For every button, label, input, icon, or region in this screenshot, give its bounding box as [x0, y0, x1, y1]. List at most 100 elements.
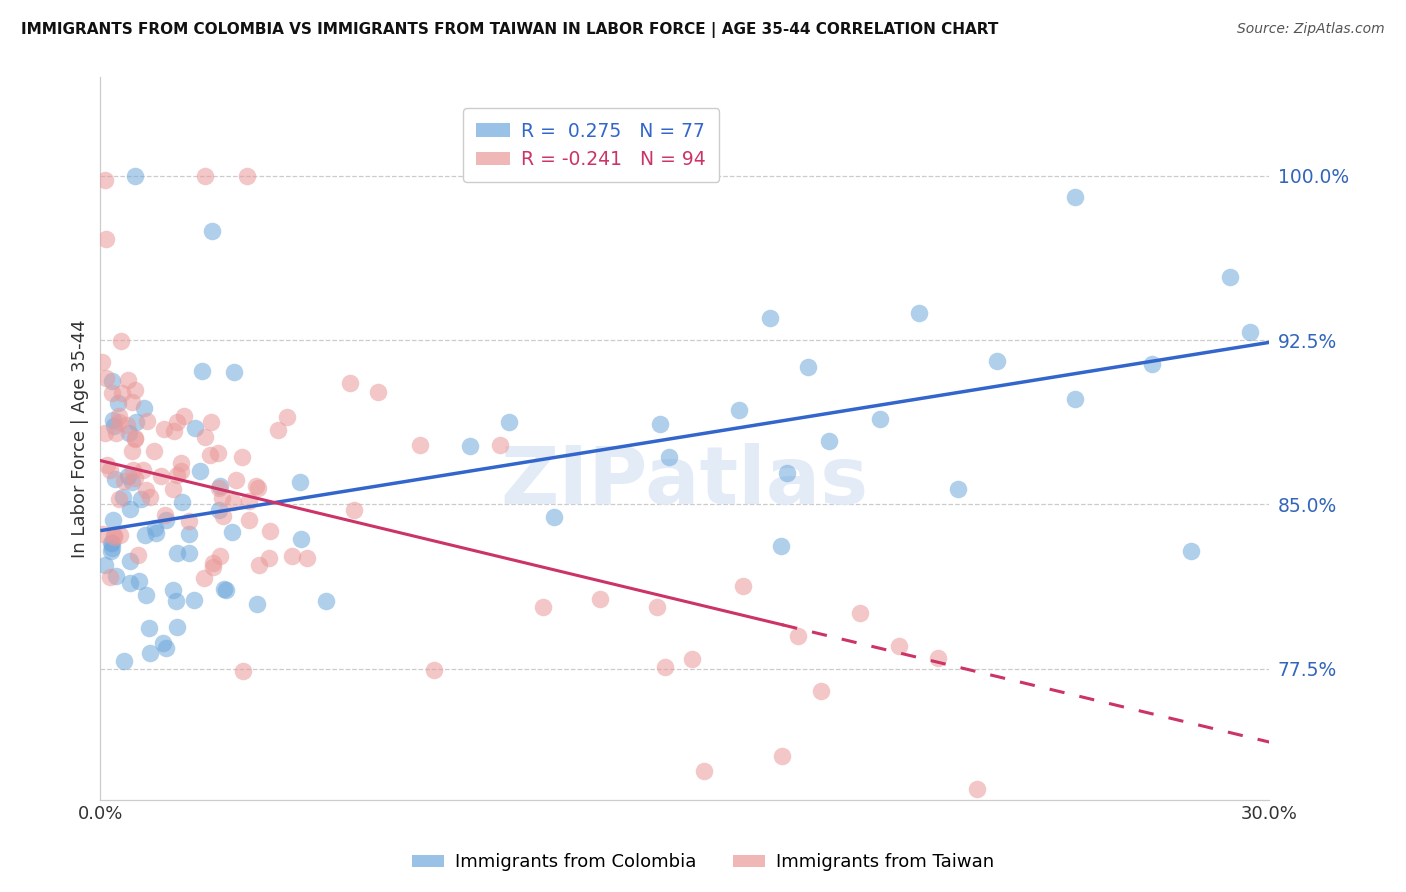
- Point: [132, 463, 155, 477]
- Point: [1142, 357, 1164, 371]
- Point: [658, 450, 681, 464]
- Point: [124, 431, 146, 445]
- Point: [170, 464, 193, 478]
- Point: [173, 409, 195, 424]
- Point: [138, 620, 160, 634]
- Text: ZIPatlas: ZIPatlas: [501, 443, 869, 521]
- Point: [104, 569, 127, 583]
- Point: [139, 490, 162, 504]
- Point: [135, 589, 157, 603]
- Point: [208, 481, 231, 495]
- Point: [117, 417, 139, 432]
- Point: [966, 782, 988, 797]
- Point: [169, 456, 191, 470]
- Point: [103, 527, 125, 541]
- Point: [276, 409, 298, 424]
- Point: [208, 503, 231, 517]
- Point: [201, 224, 224, 238]
- Point: [543, 510, 565, 524]
- Point: [647, 600, 669, 615]
- Point: [103, 531, 125, 545]
- Point: [135, 483, 157, 498]
- Point: [105, 426, 128, 441]
- Point: [986, 353, 1008, 368]
- Point: [128, 574, 150, 588]
- Point: [693, 764, 716, 779]
- Point: [184, 420, 207, 434]
- Point: [232, 664, 254, 678]
- Point: [190, 364, 212, 378]
- Point: [112, 654, 135, 668]
- Point: [759, 311, 782, 326]
- Point: [179, 514, 201, 528]
- Point: [108, 409, 131, 423]
- Point: [208, 549, 231, 563]
- Point: [121, 394, 143, 409]
- Point: [810, 684, 832, 698]
- Point: [166, 467, 188, 482]
- Point: [869, 411, 891, 425]
- Point: [139, 647, 162, 661]
- Point: [211, 491, 233, 506]
- Point: [162, 582, 184, 597]
- Point: [207, 446, 229, 460]
- Point: [120, 501, 142, 516]
- Point: [100, 374, 122, 388]
- Point: [143, 444, 166, 458]
- Point: [94, 371, 117, 385]
- Point: [111, 491, 134, 505]
- Point: [108, 491, 131, 506]
- Point: [108, 415, 131, 429]
- Point: [155, 513, 177, 527]
- Point: [101, 413, 124, 427]
- Point: [458, 439, 481, 453]
- Point: [367, 384, 389, 399]
- Point: [770, 539, 793, 553]
- Point: [531, 599, 554, 614]
- Point: [288, 475, 311, 489]
- Point: [654, 660, 676, 674]
- Legend: Immigrants from Colombia, Immigrants from Taiwan: Immigrants from Colombia, Immigrants fro…: [405, 847, 1001, 879]
- Point: [222, 495, 245, 509]
- Point: [98, 462, 121, 476]
- Point: [110, 334, 132, 349]
- Point: [153, 422, 176, 436]
- Point: [117, 373, 139, 387]
- Point: [91, 355, 114, 369]
- Point: [290, 532, 312, 546]
- Point: [100, 544, 122, 558]
- Point: [162, 483, 184, 497]
- Point: [201, 557, 224, 571]
- Point: [650, 417, 672, 432]
- Point: [111, 385, 134, 400]
- Point: [136, 414, 159, 428]
- Point: [423, 663, 446, 677]
- Point: [132, 401, 155, 415]
- Point: [177, 527, 200, 541]
- Point: [770, 749, 793, 764]
- Point: [129, 491, 152, 506]
- Point: [110, 528, 132, 542]
- Point: [728, 402, 751, 417]
- Point: [267, 424, 290, 438]
- Point: [104, 472, 127, 486]
- Point: [98, 570, 121, 584]
- Point: [245, 479, 267, 493]
- Point: [118, 554, 141, 568]
- Point: [94, 231, 117, 245]
- Point: [166, 619, 188, 633]
- Point: [100, 536, 122, 550]
- Point: [94, 425, 117, 440]
- Point: [231, 450, 253, 464]
- Point: [101, 385, 124, 400]
- Point: [209, 478, 232, 492]
- Point: [112, 474, 135, 488]
- Point: [94, 558, 117, 573]
- Point: [124, 383, 146, 397]
- Point: [733, 579, 755, 593]
- Point: [198, 448, 221, 462]
- Point: [498, 416, 520, 430]
- Point: [1239, 325, 1261, 339]
- Point: [238, 513, 260, 527]
- Point: [150, 469, 173, 483]
